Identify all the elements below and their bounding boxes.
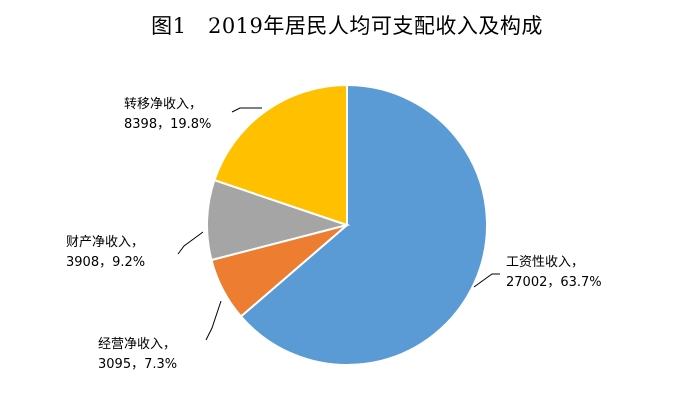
slice-name-label-1: 工资性收入， xyxy=(506,255,584,270)
slice-name-label-2: 经营净收入， xyxy=(98,337,176,352)
chart-title: 图1 2019年居民人均可支配收入及构成 xyxy=(151,14,543,38)
slice-labels: 工资性收入， 27002，63.7% 经营净收入， 3095，7.3% 财产净收入， 39… xyxy=(66,97,602,372)
slice-value-label-3: 3908，9.2% xyxy=(66,255,145,270)
slice-value-label-2: 3095，7.3% xyxy=(98,357,177,372)
leader-line-3 xyxy=(177,231,204,255)
leader-line-4 xyxy=(231,107,262,113)
leader-line-2 xyxy=(205,300,222,341)
pie-slice-3 xyxy=(206,178,351,262)
leader-lines xyxy=(177,107,500,341)
slice-name-label-3: 财产净收入， xyxy=(66,235,144,250)
pie-slice-4 xyxy=(213,83,348,227)
slice-name-label-4: 转移净收入， xyxy=(124,97,202,112)
leader-line-1 xyxy=(473,273,500,288)
slice-value-label-4: 8398，19.8% xyxy=(124,117,211,132)
pie-slice-1 xyxy=(239,83,488,366)
pie-slices xyxy=(206,83,488,366)
slice-value-label-1: 27002，63.7% xyxy=(506,275,602,290)
